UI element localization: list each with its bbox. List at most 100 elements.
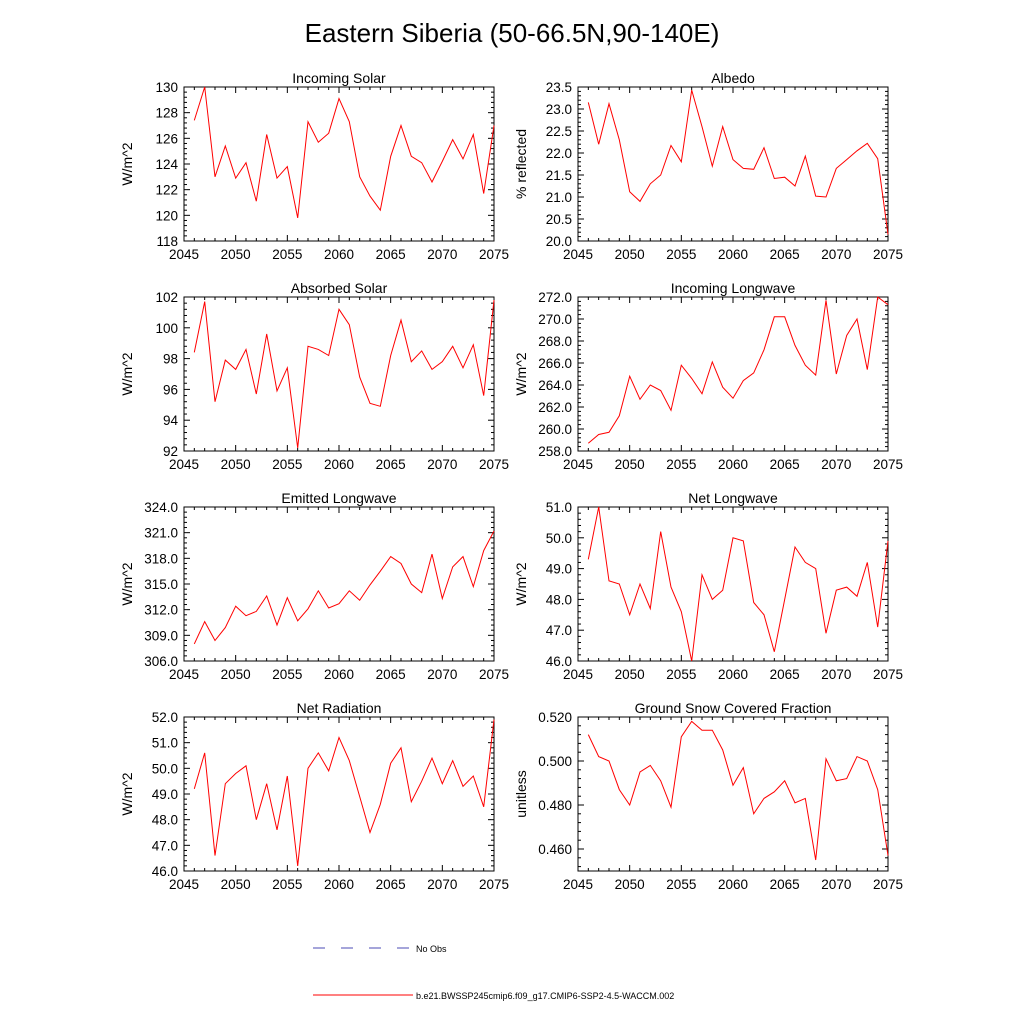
x-tick-label: 2060 [324,667,354,682]
x-tick-label: 2070 [821,667,851,682]
series-line-incoming-longwave [587,296,889,444]
series-line-incoming-solar [193,86,495,218]
y-tick-label: 49.0 [152,787,178,802]
plot-frame [577,716,889,872]
y-tick-label: 128 [155,106,178,121]
x-tick-label: 2075 [873,667,903,682]
y-tick-label: 270.0 [538,312,572,327]
x-tick-label: 2055 [666,877,696,892]
legend-model-label: b.e21.BWSSP245cmip6.f09_g17.CMIP6-SSP2-4… [416,991,674,1001]
x-tick-label: 2070 [821,457,851,472]
x-tick-label: 2045 [169,877,199,892]
panel-ground-snow-covered-fraction: Ground Snow Covered Fraction unitless 2045… [513,700,903,892]
x-tick-label: 2065 [376,457,406,472]
y-tick-label: 51.0 [152,736,178,751]
x-tick-label: 2075 [479,457,509,472]
x-tick-label: 2065 [376,247,406,262]
y-tick-label: 47.0 [152,838,178,853]
y-axis-label: % reflected [513,129,529,199]
y-axis-label: W/m^2 [119,562,135,605]
x-tick-label: 2055 [666,667,696,682]
y-tick-label: 22.0 [546,146,572,161]
y-axis-label: W/m^2 [119,772,135,815]
y-tick-label: 272.0 [538,290,572,305]
y-tick-label: 321.0 [144,526,178,541]
plot-frame [183,86,495,242]
series-line-emitted-longwave [193,530,495,645]
y-tick-label: 0.480 [538,798,572,813]
y-tick-label: 118 [156,234,178,249]
x-tick-label: 2055 [272,667,302,682]
x-tick-label: 2070 [427,667,457,682]
x-tick-label: 2075 [479,877,509,892]
y-tick-label: 23.5 [546,80,572,95]
y-axis-label: W/m^2 [119,142,135,185]
x-tick-label: 2075 [873,877,903,892]
y-tick-label: 306.0 [144,654,178,669]
y-tick-label: 50.0 [152,761,178,776]
x-tick-label: 2055 [272,877,302,892]
y-tick-label: 49.0 [546,562,572,577]
series-line-net-radiation [193,719,495,866]
plot-frame [577,296,889,452]
y-tick-label: 21.5 [546,168,572,183]
x-tick-label: 2065 [770,457,800,472]
x-tick-label: 2065 [376,877,406,892]
panel-title: Albedo [711,70,755,86]
x-tick-label: 2050 [615,877,645,892]
x-tick-label: 2060 [324,877,354,892]
x-tick-label: 2055 [272,457,302,472]
x-tick-label: 2045 [169,667,199,682]
y-tick-label: 94 [163,413,179,428]
y-tick-label: 92 [163,444,178,459]
x-tick-label: 2075 [479,667,509,682]
panel-title: Net Radiation [297,700,382,716]
plot-frame [183,296,495,452]
x-tick-label: 2055 [666,457,696,472]
x-tick-label: 2065 [376,667,406,682]
series-line-albedo [587,89,889,235]
panel-albedo: Albedo % reflected 2045 2050 2055 2060 2065 207… [513,70,903,262]
plot-frame [577,506,889,662]
y-axis-label: W/m^2 [119,352,135,395]
y-tick-label: 21.0 [546,190,572,205]
y-tick-label: 102 [155,290,178,305]
x-tick-label: 2045 [563,667,593,682]
x-tick-label: 2070 [821,877,851,892]
series-line-net-longwave [587,506,889,662]
x-tick-label: 2045 [563,457,593,472]
y-tick-label: 0.520 [538,710,572,725]
x-tick-label: 2050 [221,247,251,262]
y-tick-label: 260.0 [538,422,572,437]
y-tick-label: 264.0 [538,378,572,393]
plot-frame [183,716,495,872]
x-tick-label: 2065 [770,247,800,262]
panel-incoming-solar: Incoming Solar W/m^2 2045 2050 2055 2060 2065 2… [119,70,509,262]
y-tick-label: 309.0 [144,628,178,643]
x-tick-label: 2045 [169,247,199,262]
x-tick-label: 2065 [770,877,800,892]
panel-title: Emitted Longwave [281,490,396,506]
x-tick-label: 2060 [718,457,748,472]
y-tick-label: 258.0 [538,444,572,459]
panel-title: Ground Snow Covered Fraction [635,700,832,716]
x-tick-label: 2070 [427,877,457,892]
y-tick-label: 318.0 [144,551,178,566]
x-tick-label: 2050 [221,457,251,472]
x-tick-label: 2070 [427,457,457,472]
panel-incoming-longwave: Incoming Longwave W/m^2 2045 2050 2055 2060 20… [513,280,903,472]
panel-title: Net Longwave [688,490,778,506]
y-tick-label: 46.0 [546,654,572,669]
y-tick-label: 268.0 [538,334,572,349]
x-tick-label: 2075 [873,247,903,262]
x-tick-label: 2045 [169,457,199,472]
figure-title: Eastern Siberia (50-66.5N,90-140E) [305,18,720,48]
x-tick-label: 2050 [615,667,645,682]
y-tick-label: 48.0 [152,813,178,828]
panel-title: Absorbed Solar [291,280,388,296]
y-tick-label: 315.0 [144,577,178,592]
x-tick-label: 2060 [718,877,748,892]
panels: Incoming Solar W/m^2 2045 2050 2055 2060 2065 2… [119,70,903,892]
panel-net-radiation: Net Radiation W/m^2 2045 2050 2055 2060 2065 20… [119,700,509,892]
